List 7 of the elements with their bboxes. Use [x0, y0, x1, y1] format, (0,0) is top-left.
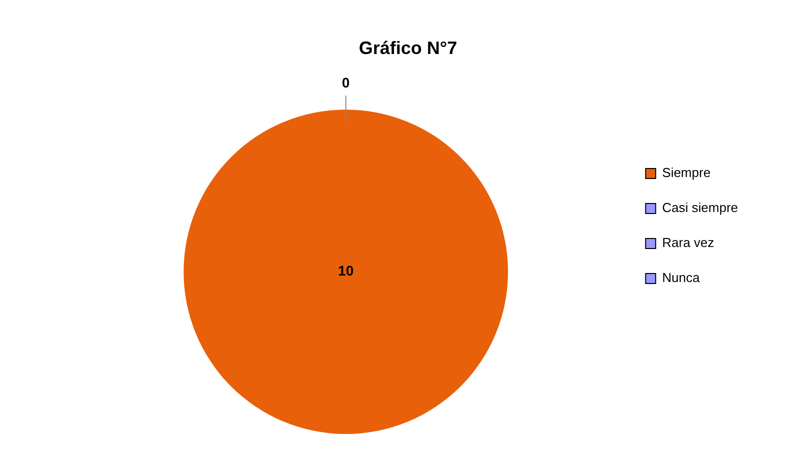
legend-label: Casi siempre	[662, 200, 738, 216]
data-label: 10	[338, 262, 354, 279]
text: 0	[342, 74, 350, 90]
legend-label: Nunca	[662, 270, 700, 286]
chart-title: Gráfico N°7	[358, 38, 458, 58]
legend-label: Rara vez	[662, 235, 714, 250]
legend-label: Siempre	[662, 165, 711, 180]
